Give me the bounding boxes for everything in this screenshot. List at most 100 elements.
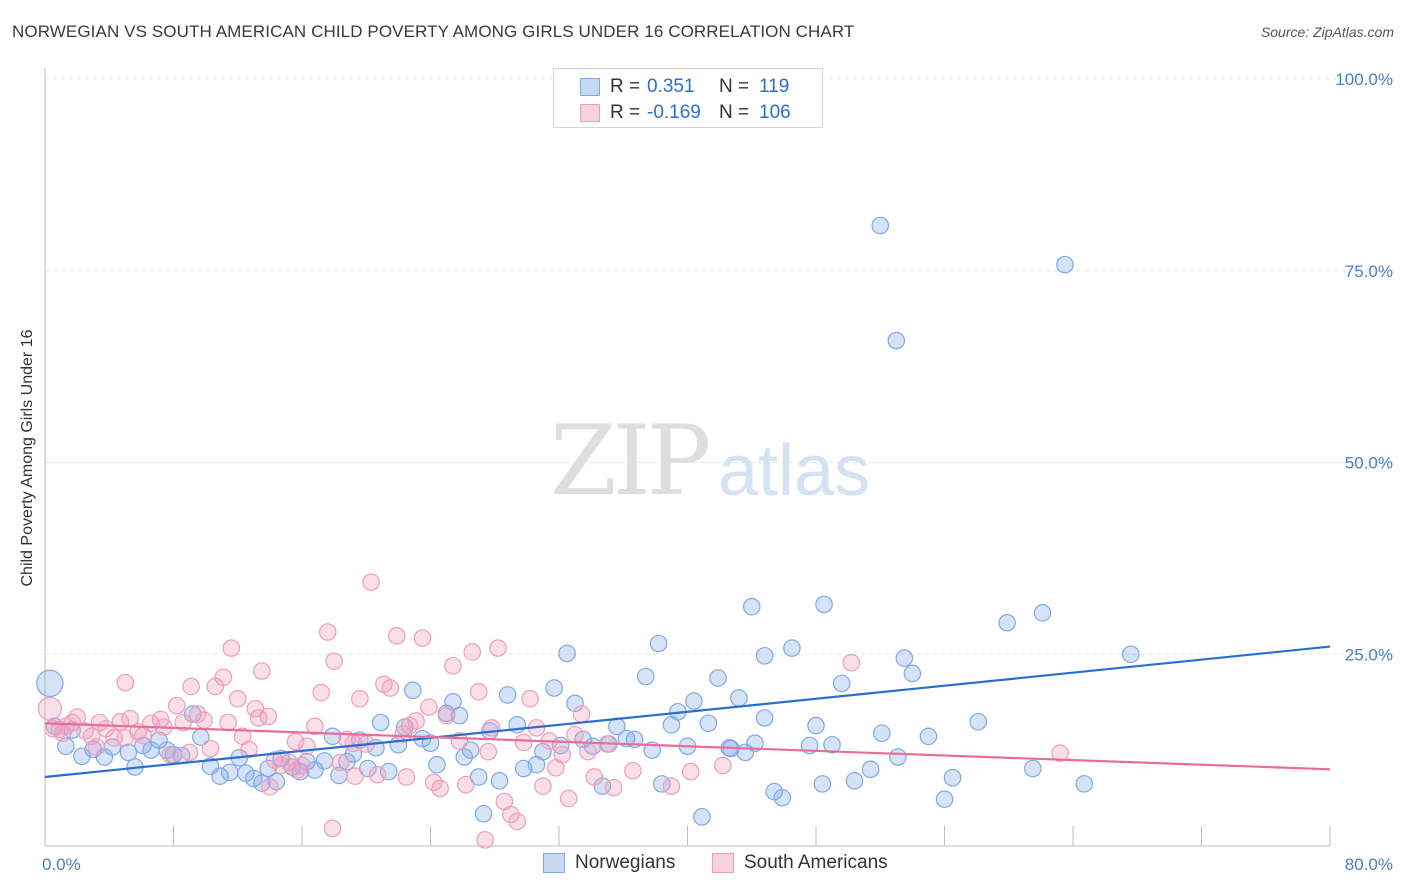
- south-americans-point: [174, 713, 192, 732]
- norwegians-point: [36, 669, 64, 698]
- south-americans-point: [331, 753, 350, 772]
- norwegians-point: [134, 736, 152, 755]
- south-americans-point: [482, 719, 501, 737]
- norwegians-point: [685, 692, 703, 710]
- norwegians-point: [1122, 645, 1140, 664]
- norwegians-point: [379, 762, 398, 781]
- norwegians-point: [315, 752, 334, 770]
- south-americans-point: [579, 742, 597, 761]
- norwegians-point: [895, 649, 914, 667]
- south-americans-point: [572, 705, 591, 723]
- south-americans-legend-icon: [712, 853, 734, 873]
- south-americans-point: [228, 689, 247, 708]
- norwegians-point: [935, 790, 954, 809]
- south-americans-point: [413, 629, 432, 647]
- south-americans-point: [246, 699, 265, 718]
- r-label: R =: [610, 76, 641, 97]
- south-americans-point: [261, 778, 279, 796]
- south-americans-point: [457, 775, 475, 794]
- south-americans-point: [566, 725, 584, 744]
- norwegians-point: [693, 808, 711, 826]
- norwegians-point: [245, 769, 263, 788]
- norwegians-point: [943, 768, 962, 787]
- y-tick-label: 50.0%: [1345, 454, 1393, 473]
- r-value: -0.169: [647, 102, 701, 123]
- south-americans-point: [312, 683, 331, 702]
- source-label: Source: ZipAtlas.com: [1260, 24, 1394, 40]
- south-americans-point: [53, 724, 72, 743]
- norwegians-point: [813, 775, 832, 793]
- norwegians-point: [566, 694, 584, 713]
- norwegians-point: [498, 686, 517, 704]
- south-americans-point: [534, 777, 552, 795]
- norwegians-point: [845, 772, 864, 790]
- legend-label: Norwegians: [575, 852, 676, 873]
- south-americans-point: [585, 768, 604, 786]
- y-tick-label: 25.0%: [1345, 645, 1393, 664]
- south-americans-point: [214, 668, 233, 687]
- norwegians-point: [469, 768, 488, 786]
- south-americans-point: [559, 789, 578, 808]
- south-americans-point: [437, 706, 456, 725]
- norwegians-point: [969, 712, 988, 731]
- norwegians-swatch-icon: [580, 78, 600, 96]
- south-americans-point: [325, 652, 343, 670]
- south-americans-point: [306, 717, 324, 736]
- south-americans-point: [240, 740, 258, 759]
- south-americans-point: [195, 711, 213, 730]
- south-americans-point: [463, 643, 482, 661]
- norwegians-point: [404, 681, 422, 700]
- south-americans-point: [489, 639, 507, 657]
- south-americans-point: [87, 738, 106, 756]
- legend-item-norwegians[interactable]: Norwegians: [543, 852, 675, 874]
- south-americans-point: [180, 743, 199, 762]
- south-americans-point: [37, 696, 62, 721]
- norwegians-point: [873, 724, 891, 743]
- norwegians-legend-icon: [543, 853, 565, 873]
- y-tick-label: 100.0%: [1335, 70, 1393, 89]
- n-label: N =: [719, 102, 750, 123]
- stats-row-norwegians: R = 0.351 N = 119: [554, 75, 789, 99]
- south-americans-point: [182, 677, 200, 696]
- stats-row-south-americans: R = -0.169 N = 106: [554, 101, 791, 125]
- south-americans-point: [662, 777, 681, 795]
- south-americans-point: [1051, 744, 1069, 762]
- south-americans-point: [604, 778, 623, 797]
- south-americans-point: [188, 705, 207, 723]
- n-value: 106: [759, 102, 791, 123]
- norwegians-point: [253, 774, 271, 792]
- x-tick-label-max: 80.0%: [1345, 855, 1393, 874]
- norwegians-point: [919, 727, 938, 746]
- legend-label: South Americans: [744, 852, 888, 873]
- norwegians-point: [636, 667, 655, 686]
- south-americans-point: [469, 683, 488, 701]
- south-americans-point: [387, 627, 406, 645]
- south-americans-point: [323, 819, 342, 838]
- south-americans-point: [420, 698, 438, 716]
- south-americans-point: [90, 713, 109, 732]
- norwegians-point: [371, 713, 390, 732]
- norwegians-point: [903, 664, 922, 683]
- norwegians-point: [755, 646, 774, 665]
- south-americans-point: [346, 767, 364, 786]
- norwegians-point: [534, 742, 552, 761]
- south-americans-point: [521, 689, 539, 708]
- norwegians-point: [889, 748, 907, 766]
- south-americans-point: [514, 733, 533, 752]
- south-americans-point: [161, 745, 180, 764]
- x-tick-label-min: 0.0%: [42, 855, 81, 874]
- south-americans-point: [431, 779, 449, 798]
- south-americans-point: [681, 762, 700, 781]
- south-americans-point: [397, 768, 416, 786]
- norwegians-point: [871, 216, 890, 235]
- south-americans-point: [624, 762, 642, 780]
- n-value: 119: [759, 76, 790, 97]
- south-americans-point: [351, 689, 369, 708]
- south-americans-point: [476, 831, 494, 849]
- norwegians-point: [1056, 255, 1074, 274]
- norwegians-point: [755, 709, 774, 727]
- norwegians-point: [730, 689, 748, 707]
- norwegians-point: [1033, 604, 1052, 622]
- legend-item-south-americans[interactable]: South Americans: [712, 852, 888, 874]
- south-americans-point: [407, 712, 425, 730]
